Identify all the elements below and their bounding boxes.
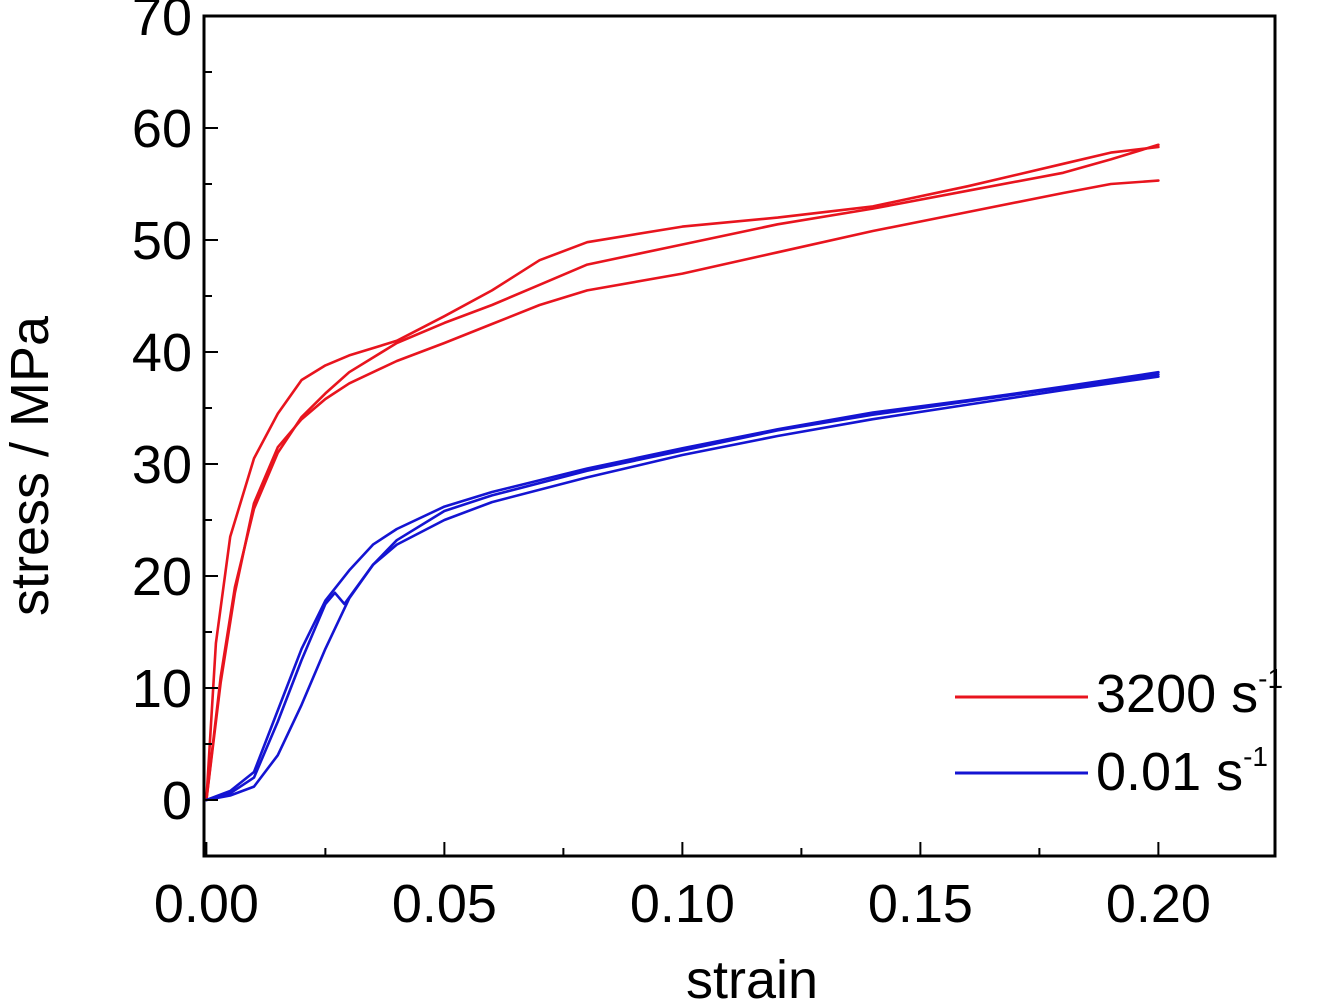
series-line-2 [205, 143, 1160, 802]
x-tick-label: 0.20 [1106, 874, 1211, 934]
legend-label-3200: 3200 s-1 [1096, 663, 1283, 724]
x-tick-label: 0.05 [392, 874, 497, 934]
y-tick-label: 40 [132, 323, 192, 383]
plot-frame [202, 14, 1277, 858]
legend-text-001: 0.01 s [1096, 742, 1243, 802]
y-axis-label: stress / MPa [0, 315, 60, 616]
y-tick-label: 30 [132, 435, 192, 495]
y-tick-label: 0 [162, 771, 192, 831]
series-line-1 [205, 145, 1160, 802]
legend-sup-001: -1 [1243, 741, 1268, 772]
x-tick-label: 0.15 [868, 874, 973, 934]
legend-sup-3200: -1 [1258, 663, 1283, 694]
series-line-4 [205, 370, 1160, 802]
x-tick-label: 0.10 [630, 874, 735, 934]
legend: 3200 s-1 0.01 s-1 [945, 630, 1283, 830]
y-tick-label: 50 [132, 211, 192, 271]
y-tick-label: 20 [132, 547, 192, 607]
x-tick-label: 0.00 [154, 874, 259, 934]
series-line-6 [205, 375, 1160, 802]
series-line-5 [205, 373, 1160, 802]
legend-text-3200: 3200 s [1096, 664, 1258, 724]
y-tick-label: 10 [132, 659, 192, 719]
y-tick-label: 70 [132, 0, 192, 47]
series-line-3 [205, 179, 1160, 802]
x-axis-label: strain [686, 950, 818, 1002]
y-tick-label: 60 [132, 99, 192, 159]
legend-background [945, 630, 1255, 830]
legend-label-001: 0.01 s-1 [1096, 741, 1268, 802]
